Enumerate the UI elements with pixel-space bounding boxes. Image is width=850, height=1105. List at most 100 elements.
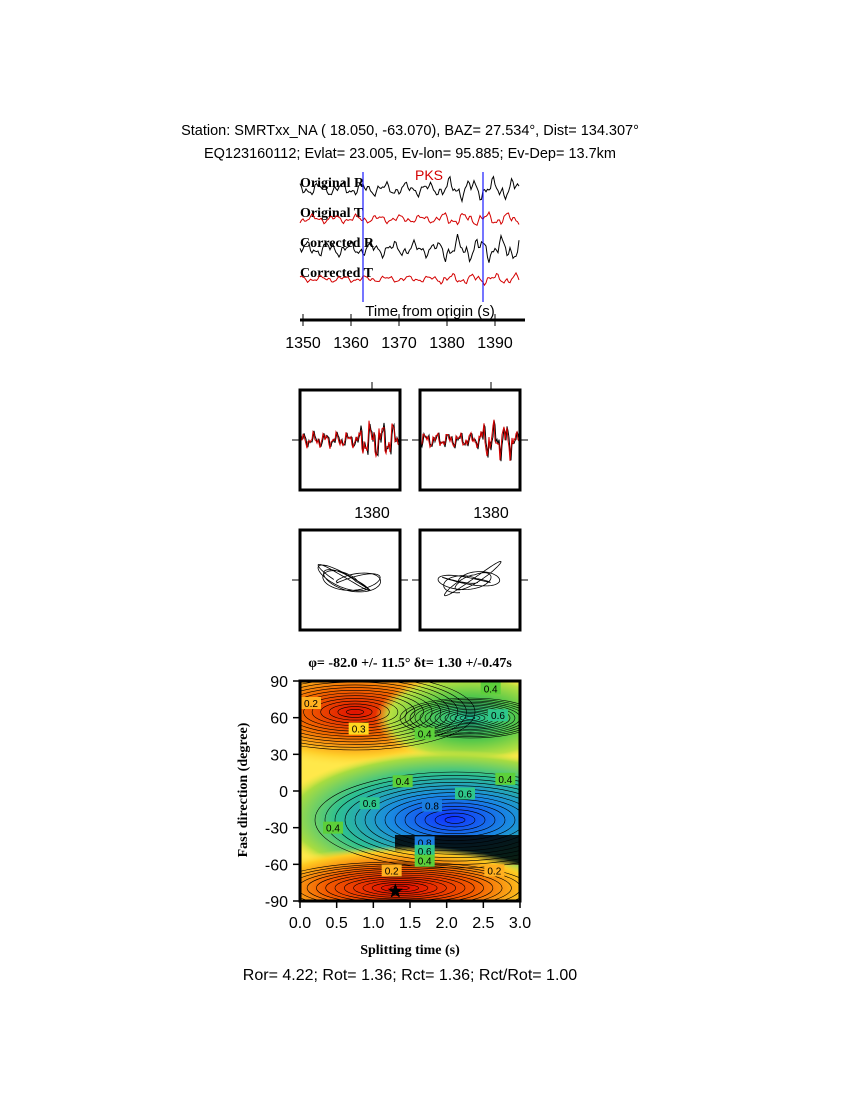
- contour-label: 0.4: [326, 824, 340, 835]
- x-tick-label: 3.0: [509, 915, 531, 932]
- contour-line: [300, 687, 433, 737]
- contour-label: 0.2: [385, 866, 399, 877]
- contour-line: [337, 706, 373, 718]
- contour-line: [419, 703, 520, 733]
- result-title: φ= -82.0 +/- 11.5° δt= 1.30 +/-0.47s: [308, 656, 512, 671]
- contour-label-box: [495, 772, 516, 785]
- x-tick-label: 0.0: [289, 915, 311, 932]
- footer-ratios: Ror= 4.22; Rot= 1.36; Rct= 1.36; Rct/Rot…: [243, 967, 578, 984]
- waveform-panel-left: [292, 382, 408, 492]
- y-tick-label: 30: [270, 747, 288, 764]
- contour-line: [300, 684, 441, 740]
- contour-label-box: [480, 682, 501, 695]
- contour-xlabel: Splitting time (s): [360, 943, 460, 958]
- contour-label: 0.4: [484, 684, 498, 695]
- contour-label-box: [359, 797, 380, 810]
- trace-xlabel: Time from origin (s): [365, 303, 494, 320]
- phase-label: PKS: [415, 167, 443, 183]
- contour-line: [444, 816, 466, 824]
- trace-tick-label: 1390: [477, 335, 513, 352]
- contour-label: 0.3: [352, 725, 366, 736]
- contour-label-box: [323, 821, 343, 834]
- header-event-line: EQ123160112; Evlat= 23.005, Ev-lon= 95.8…: [204, 146, 616, 162]
- contour-label-box: [488, 709, 508, 722]
- contour-label-box: [414, 727, 435, 740]
- x-tick-label: 1.0: [362, 915, 384, 932]
- contour-label: 0.6: [418, 847, 432, 858]
- particle-motion-path: [437, 560, 502, 597]
- contour-line: [300, 863, 520, 901]
- contour-line: [371, 882, 429, 894]
- trace-x-ticks: [302, 314, 496, 326]
- contour-line: [434, 812, 476, 828]
- contour-label: 0.2: [487, 866, 501, 877]
- contour-line: [328, 703, 381, 721]
- contour-label: 0.6: [491, 711, 505, 722]
- contour-label-box: [422, 799, 442, 812]
- y-tick-label: 90: [270, 674, 288, 691]
- contour-line: [424, 704, 516, 732]
- contour-line: [344, 782, 520, 858]
- contour-line: [300, 681, 476, 751]
- header-station-line: Station: SMRTxx_NA ( 18.050, -63.070), B…: [181, 123, 639, 139]
- x-tick-label: 2.5: [472, 915, 494, 932]
- x-tick-label: 2.0: [436, 915, 458, 932]
- y-tick-label: 60: [270, 711, 288, 728]
- x-tick-label: 0.5: [326, 915, 348, 932]
- trace-label-original-r: Original R: [300, 176, 365, 191]
- contour-label: 0.4: [418, 857, 432, 868]
- trace-label-corrected-r: Corrected R: [300, 236, 375, 251]
- contour-label-box: [348, 722, 369, 735]
- contour-line: [353, 878, 447, 898]
- contour-line: [414, 805, 496, 834]
- waveform-tick-label-left: 1380: [354, 505, 390, 522]
- contour-line: [409, 700, 520, 736]
- trace-panel: Original R Original T Corrected R Correc…: [285, 167, 525, 352]
- contour-label-box: [484, 864, 505, 877]
- contour-line: [404, 699, 520, 737]
- contour-line: [404, 802, 506, 838]
- contour-line: [334, 778, 520, 862]
- contour-ylabel: Fast direction (degree): [236, 722, 251, 857]
- waveform-slow: [420, 419, 520, 461]
- best-fit-star-icon: [387, 883, 403, 898]
- contour-label-box: [381, 864, 402, 877]
- trace-tick-label: 1370: [381, 335, 417, 352]
- contour-line: [454, 713, 486, 723]
- contour-label: 0.4: [396, 777, 410, 788]
- contour-label-box: [392, 775, 413, 788]
- contour-label: 0.2: [304, 699, 318, 710]
- contour-line: [300, 681, 467, 748]
- contour-line: [300, 861, 520, 901]
- trace-tick-label: 1360: [333, 335, 369, 352]
- waveform-tick-label-right: 1380: [473, 505, 509, 522]
- y-tick-label: -60: [265, 857, 288, 874]
- contour-label-box: [455, 787, 475, 800]
- particle-motion-panel-right: [412, 528, 528, 632]
- contour-label-box: [414, 844, 435, 857]
- waveform-slow: [300, 420, 400, 459]
- contour-label: 0.6: [458, 789, 472, 800]
- y-tick-label: -90: [265, 894, 288, 911]
- contour-line: [314, 771, 520, 869]
- contour-label: 0.8: [418, 838, 432, 849]
- waveform-fast: [420, 420, 520, 462]
- y-tick-label: -30: [265, 821, 288, 838]
- contour-line: [362, 880, 438, 896]
- particle-motion-panel-left: [292, 528, 408, 632]
- contour-line: [464, 716, 476, 720]
- contour-label: 0.6: [363, 799, 377, 810]
- contour-line: [381, 883, 419, 892]
- contour-line: [424, 809, 486, 831]
- trace-label-original-t: Original T: [300, 206, 364, 221]
- contour-line: [354, 785, 520, 855]
- contour-label-box: [301, 697, 321, 709]
- trace-tick-label: 1380: [429, 335, 465, 352]
- contour-line: [399, 697, 520, 739]
- waveform-panel-right: [412, 382, 528, 492]
- contour-line: [346, 708, 364, 715]
- contour-line: [459, 714, 481, 722]
- contour-label: 0.4: [418, 730, 432, 741]
- x-tick-label: 1.5: [399, 915, 421, 932]
